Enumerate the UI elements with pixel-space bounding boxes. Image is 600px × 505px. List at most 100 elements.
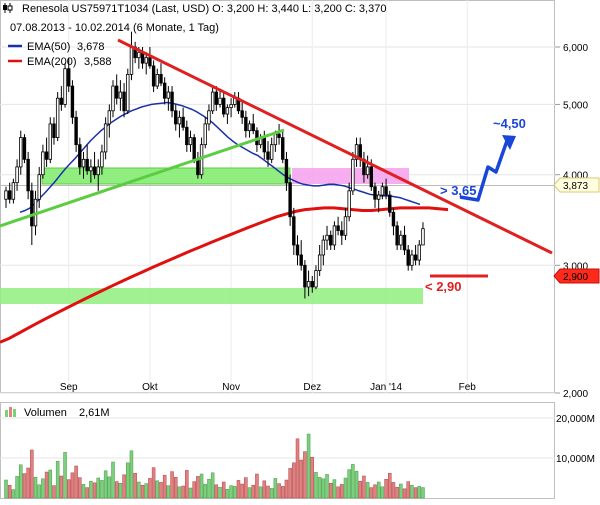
volume-bar-18: [70, 472, 75, 499]
candle-19: [74, 110, 78, 152]
candle-42: [159, 63, 163, 87]
candle-body-25: [96, 166, 100, 176]
candle-26: [100, 144, 104, 175]
candle-body-79: [295, 244, 300, 256]
candle-body-64: [240, 110, 244, 118]
candle-body-34: [129, 46, 134, 75]
y-tick-label-4: 2,000: [563, 389, 588, 400]
candle-107: [399, 230, 403, 250]
volume-bar-30: [114, 481, 119, 499]
candle-body-78: [292, 216, 296, 246]
candle-77: [288, 174, 292, 226]
candle-body-110: [410, 254, 414, 266]
candle-58: [218, 89, 222, 108]
volume-bar-5: [22, 473, 27, 499]
candle-111: [413, 244, 418, 266]
candle-body-81: [303, 264, 307, 288]
candle-1: [7, 182, 12, 204]
volume-bar-6: [26, 467, 30, 499]
candle-body-1: [7, 190, 12, 200]
ema200-legend-value: 3,588: [84, 56, 112, 68]
candle-91: [340, 221, 344, 245]
candle-body-11: [44, 151, 49, 160]
support-zone-bottom: [0, 288, 423, 304]
y-axis: 6,000 5,000 4,000 3,000 2,000: [555, 43, 588, 400]
candle-83: [310, 275, 314, 293]
candle-102: [380, 182, 385, 200]
volume-bar-42: [159, 482, 163, 499]
candle-body-67: [251, 123, 255, 132]
volume-bar-59: [221, 481, 226, 499]
volume-bar-8: [33, 476, 38, 499]
volume-bar-31: [118, 482, 123, 499]
volume-bar-86: [321, 478, 326, 499]
volume-bar-4: [19, 464, 23, 499]
candle-103: [384, 178, 388, 200]
volume-bar-17: [66, 479, 71, 499]
volume-bar-16: [63, 452, 67, 499]
candle-body-87: [325, 234, 329, 241]
volume-bar-73: [273, 478, 278, 499]
candle-body-49: [185, 126, 189, 146]
volume-bar-11: [44, 471, 49, 499]
candle-46: [174, 104, 178, 131]
volume-bar-79: [295, 438, 300, 499]
candle-52: [196, 151, 200, 179]
candle-105: [391, 207, 396, 236]
volume-bar-22: [85, 487, 89, 499]
candle-38: [144, 52, 148, 75]
x-tick-label-1: Okt: [142, 382, 158, 393]
volume-bar-37: [140, 484, 145, 499]
stop-annotation: < 2,90: [425, 279, 462, 294]
candle-41: [155, 68, 159, 90]
volume-bar-78: [292, 462, 296, 499]
volume-bar-82: [306, 433, 311, 499]
volume-bar-23: [89, 480, 93, 499]
volume-bar-100: [373, 484, 377, 499]
candle-body-26: [100, 151, 104, 168]
volume-bar-62: [233, 486, 237, 499]
candle-body-7: [30, 190, 34, 227]
candle-body-83: [310, 281, 314, 288]
volume-bar-46: [173, 476, 178, 499]
ema50-legend-value: 3,678: [77, 41, 105, 53]
candle-109: [406, 244, 410, 271]
candle-84: [314, 265, 318, 290]
candle-body-17: [67, 68, 71, 87]
volume-bar-64: [240, 483, 244, 499]
candle-body-19: [74, 116, 78, 146]
volume-bar-51: [192, 481, 196, 499]
volume-bar-45: [170, 471, 174, 499]
candle-22: [85, 144, 89, 175]
last-price-marker: 3,873: [553, 177, 600, 193]
volume-bar-80: [299, 459, 303, 499]
volume-bar-91: [340, 484, 344, 499]
candle-76: [284, 151, 289, 191]
candle-body-70: [262, 137, 266, 153]
candle-75: [281, 130, 285, 164]
candle-body-31: [118, 91, 123, 99]
ema200-legend-label: EMA(200): [27, 56, 77, 68]
candle-66: [247, 120, 252, 138]
candle-body-40: [151, 65, 156, 87]
candle-body-47: [177, 116, 182, 125]
last-price-marker-shape: [553, 177, 600, 193]
candle-body-76: [284, 158, 289, 184]
candle-body-100: [373, 186, 377, 200]
volume-bar-2: [11, 489, 16, 499]
candle-74: [277, 123, 281, 145]
volume-bar-75: [281, 486, 285, 499]
candle-body-52: [196, 158, 200, 176]
candle-92: [343, 207, 348, 241]
volume-bar-41: [155, 480, 160, 499]
volume-bars: [4, 433, 425, 499]
candle-54: [203, 117, 207, 149]
candle-body-36: [137, 51, 141, 59]
volume-bar-10: [41, 478, 45, 499]
volume-bar-32: [122, 474, 126, 499]
candle-body-46: [174, 110, 178, 125]
volume-bar-56: [210, 472, 215, 499]
candle-28: [107, 104, 112, 138]
candle-34: [129, 31, 134, 81]
